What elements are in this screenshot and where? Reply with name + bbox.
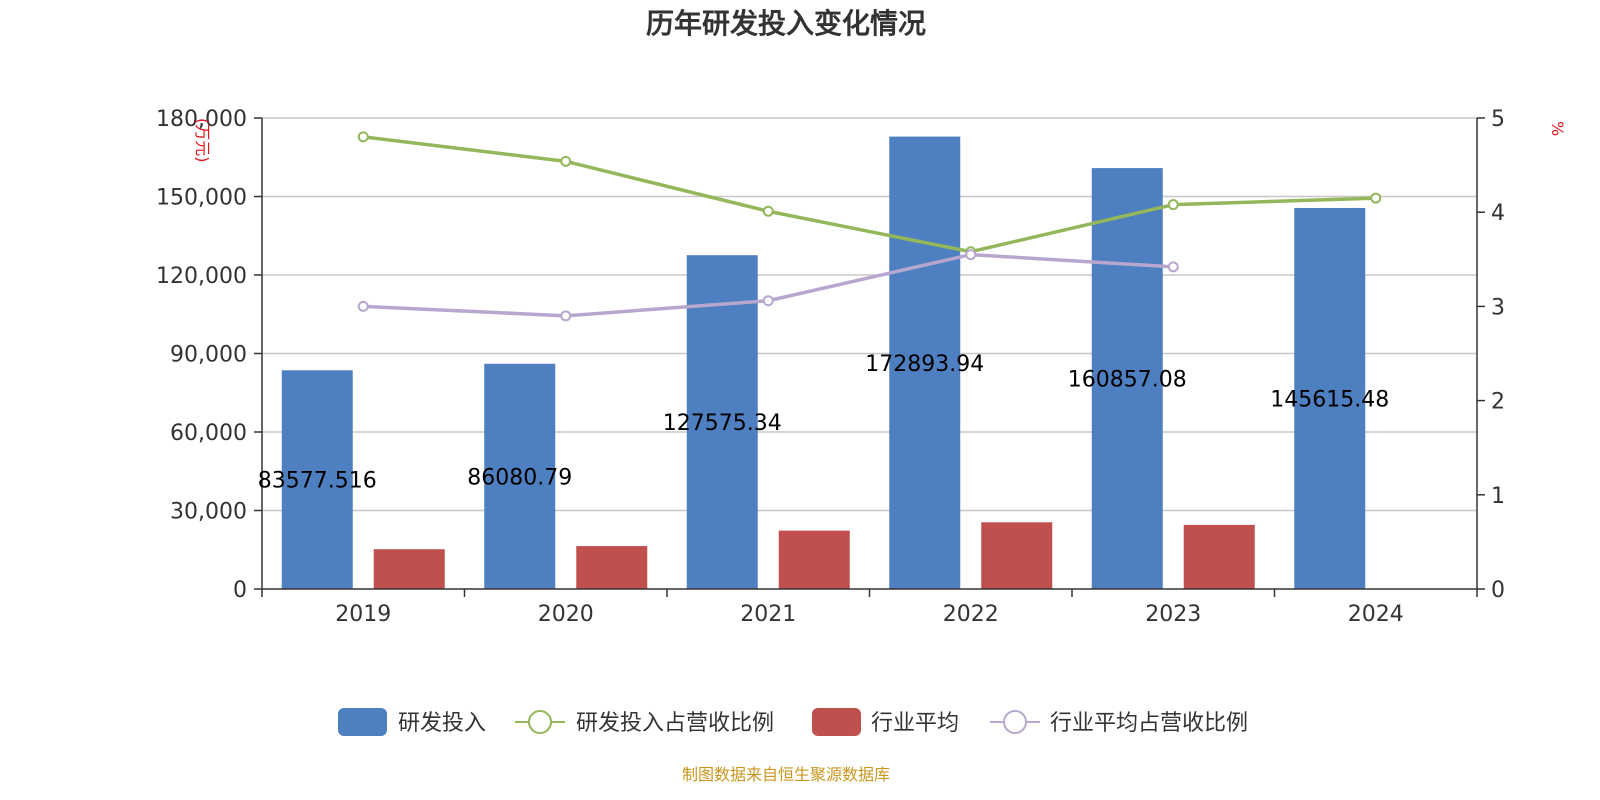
legend-label: 研发投入占营收比例 (576, 711, 774, 736)
line-industry-ratio (363, 252, 1174, 318)
bar-industry-average (373, 549, 445, 589)
legend: 研发投入 研发投入占营收比例 行业平均 行业平均占营收比例 (338, 708, 1248, 736)
bar-value-label: 83577.516 (258, 469, 377, 494)
y-right-tick-label: 1 (1491, 484, 1505, 509)
legend-swatch (338, 708, 387, 736)
point-rd-ratio (357, 131, 369, 143)
bar-value-label: 127575.34 (663, 411, 782, 436)
y-left-unit: (万元) (193, 118, 212, 163)
y-right-tick-label: 0 (1491, 578, 1505, 603)
bar-value-label: 172893.94 (865, 352, 984, 377)
y-right-tick-label: 4 (1491, 201, 1505, 226)
legend-swatch (812, 708, 861, 736)
y-right-unit: % (1548, 121, 1567, 136)
y-left-tick-label: 90,000 (170, 343, 247, 368)
y-left-tick-label: 30,000 (170, 500, 247, 525)
legend-label: 行业平均占营收比例 (1050, 711, 1248, 736)
bar-industry-average (576, 546, 648, 589)
bar-rd-investment (1294, 207, 1366, 589)
point-rd-ratio (560, 155, 572, 167)
point-rd-ratio (1370, 192, 1382, 204)
line-rd-ratio (363, 135, 1376, 254)
bar-value-label: 145615.48 (1270, 387, 1389, 412)
y-left-tick-label: 150,000 (156, 186, 247, 211)
bar-value-label: 86080.79 (467, 465, 572, 490)
point-industry-ratio (762, 295, 774, 307)
x-tick-label: 2023 (1145, 602, 1201, 627)
y-left-tick-label: 0 (233, 578, 247, 603)
point-rd-ratio (762, 205, 774, 217)
legend-marker (528, 710, 552, 734)
x-tick-label: 2024 (1348, 602, 1404, 627)
y-right-tick-label: 5 (1491, 107, 1505, 132)
data-labels: 83577.516 86080.79 127575.34 172893.94 16085… (258, 352, 1389, 494)
y-left-tick-label: 180,000 (156, 107, 247, 132)
axes: 0 30,000 60,000 90,000 120,000 150,000 180,000… (156, 107, 1505, 627)
y-right-tick-label: 2 (1491, 390, 1505, 415)
bar-rd-investment (889, 136, 961, 590)
y-left-tick-label: 60,000 (170, 421, 247, 446)
bar-industry-average (1183, 524, 1255, 589)
x-tick-label: 2019 (335, 602, 391, 627)
x-tick-label: 2021 (740, 602, 796, 627)
y-left-tick-label: 120,000 (156, 264, 247, 289)
bar-marks (281, 136, 1366, 590)
x-tick-label: 2020 (538, 602, 594, 627)
x-tick-label: 2022 (943, 602, 999, 627)
point-rd-ratio (1167, 199, 1179, 211)
source-note: 制图数据来自恒生聚源数据库 (682, 765, 890, 784)
line-marks (357, 131, 1382, 322)
point-industry-ratio (965, 249, 977, 261)
bar-rd-investment (686, 255, 758, 589)
legend-label: 行业平均 (871, 711, 959, 736)
point-industry-ratio (1167, 261, 1179, 273)
point-industry-ratio (560, 310, 572, 322)
bar-value-label: 160857.08 (1068, 368, 1187, 393)
point-industry-ratio (357, 300, 369, 312)
chart-title: 历年研发投入变化情况 (646, 7, 926, 40)
bar-rd-investment (281, 370, 353, 589)
y-right-tick-label: 3 (1491, 295, 1505, 320)
bar-industry-average (981, 522, 1053, 589)
grid-lines (262, 117, 1477, 512)
bar-rd-investment (1091, 168, 1163, 589)
bar-industry-average (778, 530, 850, 589)
legend-marker (1003, 710, 1027, 734)
bar-rd-investment (484, 363, 556, 589)
legend-label: 研发投入 (398, 711, 486, 736)
